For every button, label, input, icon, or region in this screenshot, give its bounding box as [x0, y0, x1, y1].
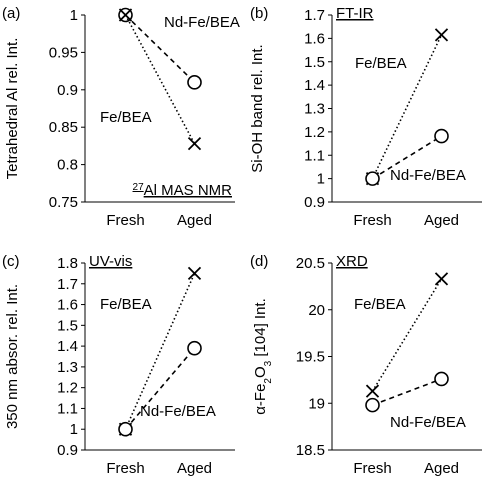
y-tick-label: 1.4 [304, 77, 325, 94]
data-point-circle [187, 340, 202, 356]
series-annotation: Nd-Fe/BEA [390, 414, 466, 431]
y-tick-label: 1.3 [57, 359, 78, 376]
y-tick-label: 0.75 [49, 194, 78, 211]
y-tick-label: 0.9 [57, 442, 78, 459]
y-tick-label: 1.6 [57, 297, 78, 314]
data-point-circle [434, 128, 449, 144]
y-tick-label: 20 [308, 302, 325, 319]
data-point-x-stroke [434, 272, 449, 286]
series-annotation: Fe/BEA [100, 296, 152, 313]
y-tick-label: 0.8 [57, 157, 78, 174]
data-point-x [434, 272, 449, 286]
data-point-circle [187, 75, 202, 90]
series-annotation: Nd-Fe/BEA [164, 14, 240, 31]
data-point-x [187, 137, 202, 151]
technique-label: 27Al MAS NMR [133, 182, 233, 200]
technique-label-part: 27 [133, 182, 145, 193]
y-tick-label: 0.85 [49, 119, 78, 136]
panel-c: 0.9 1 1.1 1.2 1.3 1.4 1.5 1.6 1.7 1.8 Fresh Aged 350… [2, 253, 235, 477]
x-tick-label: Fresh [353, 212, 391, 229]
y-tick-label: 20.5 [296, 255, 325, 272]
y-tick-label: 1 [317, 171, 325, 188]
series-line [124, 14, 196, 83]
y-tick-label: 0.9 [304, 194, 325, 211]
y-axis-label: Tetrahedral Al rel. Int. [4, 38, 21, 180]
x-tick-label: Aged [177, 212, 212, 229]
series-annotation: Fe/BEA [100, 109, 152, 126]
technique-label: FT-IR [336, 5, 374, 22]
y-tick-label: 18.5 [296, 442, 325, 459]
x-tick-label: Aged [177, 460, 212, 477]
panel-letter: (b) [250, 5, 268, 22]
y-tick-label: 1.6 [304, 30, 325, 47]
technique-label: UV-vis [89, 253, 132, 270]
panel-letter: (c) [2, 253, 20, 270]
y-axis-label-part: 2 [263, 378, 274, 384]
data-point-circle [118, 421, 133, 437]
y-tick-label: 1.5 [57, 317, 78, 334]
panel-d: 18.5 19 19.5 20 20.5 Fresh Aged α-Fe2O3 [104] I… [250, 253, 482, 477]
y-tick-label: 1.5 [304, 54, 325, 71]
data-point-circle [434, 371, 449, 387]
y-tick-label: 1.2 [304, 124, 325, 141]
data-point-circle [365, 397, 380, 413]
y-tick-label: 1.3 [304, 101, 325, 118]
x-tick-label: Aged [424, 460, 459, 477]
data-point-x-stroke [365, 384, 380, 398]
data-point-x-stroke [187, 266, 202, 281]
data-point-x [118, 8, 133, 22]
series-annotation: Fe/BEA [354, 296, 406, 313]
series-line [371, 34, 443, 179]
y-axis-label: Si-OH band rel. Int. [249, 44, 266, 172]
series-annotation: Nd-Fe/BEA [140, 403, 216, 420]
y-tick-label: 1.1 [304, 147, 325, 164]
technique-label-part: Al MAS NMR [144, 182, 233, 199]
y-axis-label-part: O [252, 366, 269, 378]
data-point-x [365, 384, 380, 398]
y-tick-label: 1.1 [57, 400, 78, 417]
y-tick-label: 19.5 [296, 349, 325, 366]
panel-letter: (d) [250, 253, 268, 270]
series-line [372, 378, 442, 406]
data-point-x-stroke [187, 137, 202, 151]
data-point-x [187, 266, 202, 281]
y-axis-label-part: [104] Int. [252, 298, 269, 361]
y-axis-label: 350 nm absor. rel. Int. [4, 284, 21, 429]
data-point-x [434, 28, 449, 42]
y-tick-label: 1.7 [57, 276, 78, 293]
y-axis-label-part: 3 [263, 360, 274, 366]
data-point-x-stroke [434, 28, 449, 42]
y-tick-label: 1 [70, 7, 78, 24]
data-point-x-stroke [118, 8, 133, 22]
technique-label: XRD [336, 253, 368, 270]
y-tick-label: 1.7 [304, 7, 325, 24]
series-line [124, 14, 196, 145]
panel-a: 0.75 0.8 0.85 0.9 0.95 1 Fresh Aged Tetrahedral … [2, 5, 240, 229]
x-tick-label: Fresh [106, 460, 144, 477]
y-axis-label-part: α-Fe [252, 384, 269, 415]
panel-letter: (a) [2, 5, 20, 22]
y-tick-label: 1 [70, 421, 78, 438]
x-tick-label: Fresh [106, 212, 144, 229]
y-tick-label: 0.9 [57, 82, 78, 99]
series-line [372, 135, 442, 180]
y-tick-label: 19 [308, 395, 325, 412]
y-tick-label: 0.95 [49, 44, 78, 61]
panel-b: 0.9 1 1.1 1.2 1.3 1.4 1.5 1.6 1.7 Fresh Aged Si-OH … [249, 5, 482, 229]
data-point-circle [365, 171, 380, 186]
y-axis-label: α-Fe2O3 [104] Int. [252, 298, 274, 415]
y-tick-label: 1.4 [57, 338, 78, 355]
x-tick-label: Fresh [353, 460, 391, 477]
x-tick-label: Aged [424, 212, 459, 229]
series-annotation: Fe/BEA [355, 55, 407, 72]
series-annotation: Nd-Fe/BEA [390, 167, 466, 184]
y-tick-label: 1.2 [57, 380, 78, 397]
series-line [124, 273, 196, 430]
y-tick-label: 1.8 [57, 255, 78, 272]
